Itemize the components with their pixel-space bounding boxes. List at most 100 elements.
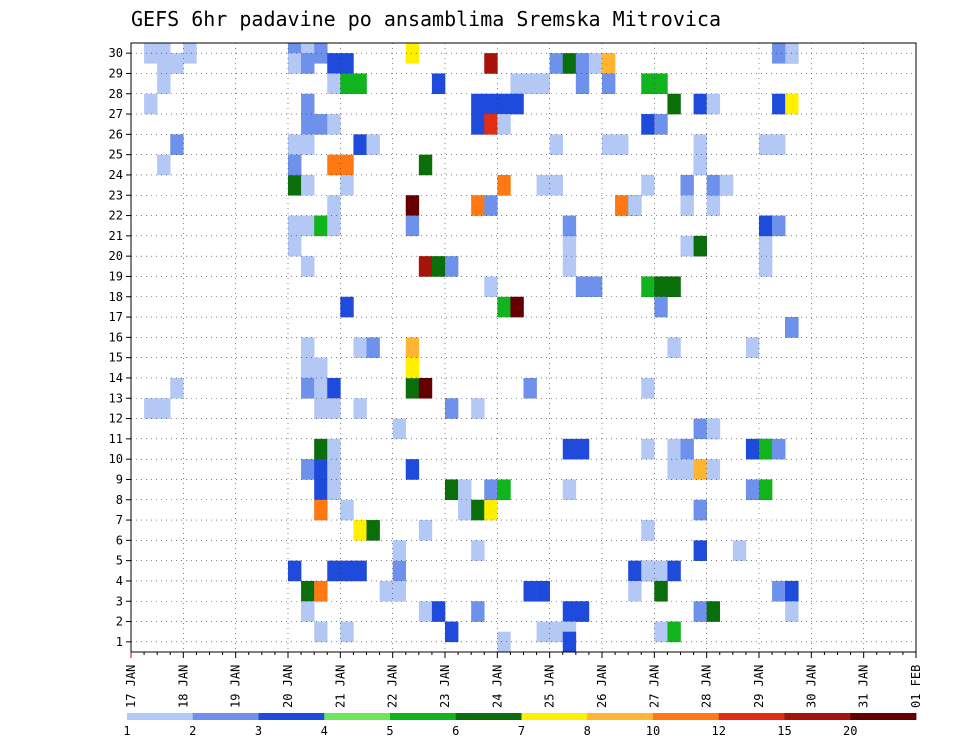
heatmap-cell xyxy=(431,73,446,95)
color-legend: 1 2 3 4 5 6 7 8 10 12 15 20 xyxy=(123,713,917,738)
heatmap-cell xyxy=(745,479,760,501)
heatmap-cell xyxy=(327,398,341,419)
heatmap-cell xyxy=(549,134,564,155)
heatmap-cell xyxy=(340,53,354,74)
heatmap-cell xyxy=(693,601,707,622)
heatmap-cell xyxy=(471,114,485,135)
legend-swatch xyxy=(521,713,588,720)
y-tick-label: 13 xyxy=(109,391,123,405)
heatmap-cell xyxy=(353,520,367,541)
heatmap-cell xyxy=(431,601,446,622)
legend-swatch xyxy=(390,713,457,720)
heatmap-cell xyxy=(562,235,577,257)
heatmap-cell xyxy=(144,398,158,419)
y-tick-label: 7 xyxy=(116,513,123,527)
heatmap-cell xyxy=(301,134,315,155)
heatmap-cell xyxy=(536,73,550,95)
y-tick-label: 29 xyxy=(109,66,123,80)
heatmap-cell xyxy=(327,114,341,135)
legend-swatch xyxy=(587,713,654,720)
heatmap-cell xyxy=(654,296,668,318)
heatmap-cell xyxy=(301,215,315,237)
heatmap-cell xyxy=(327,73,341,95)
heatmap-cell xyxy=(549,53,564,74)
x-tick-label: 21 JAN xyxy=(333,665,347,708)
heatmap-cells xyxy=(144,43,799,653)
heatmap-cell xyxy=(693,235,707,257)
heatmap-cell xyxy=(745,438,760,460)
heatmap-cell xyxy=(706,601,721,622)
heatmap-cell xyxy=(628,580,642,602)
x-tick-label: 25 JAN xyxy=(543,665,557,708)
heatmap-cell xyxy=(170,53,184,74)
heatmap-cell xyxy=(327,377,341,399)
heatmap-cell xyxy=(562,215,577,237)
heatmap-cell xyxy=(418,601,433,622)
heatmap-cell xyxy=(144,43,158,64)
heatmap-cell xyxy=(693,459,707,480)
heatmap-cell xyxy=(732,540,747,561)
heatmap-cell xyxy=(562,631,577,653)
legend-label: 15 xyxy=(777,724,791,738)
heatmap-cell xyxy=(654,560,668,582)
heatmap-cell xyxy=(667,337,681,358)
heatmap-cell xyxy=(575,601,590,622)
heatmap-cell xyxy=(588,276,603,298)
heatmap-cell xyxy=(301,601,315,622)
legend-label: 12 xyxy=(712,724,726,738)
y-axis: 1234567891011121314151617181920212223242… xyxy=(109,46,131,649)
heatmap-cell xyxy=(484,479,498,501)
heatmap-cell xyxy=(144,93,158,115)
heatmap-cell xyxy=(157,53,171,74)
heatmap-cell xyxy=(301,93,315,115)
heatmap-cell xyxy=(562,479,577,501)
heatmap-cell xyxy=(693,418,707,440)
heatmap-cell xyxy=(759,256,773,277)
heatmap-cell xyxy=(575,276,590,298)
heatmap-cell xyxy=(745,337,760,358)
heatmap-cell xyxy=(288,174,302,196)
heatmap-cell xyxy=(314,114,328,135)
heatmap-cell xyxy=(288,235,302,257)
heatmap-cell xyxy=(340,621,354,643)
heatmap-cell xyxy=(680,195,694,216)
heatmap-cell xyxy=(772,93,786,115)
heatmap-cell xyxy=(523,73,537,95)
heatmap-cell xyxy=(484,195,498,216)
y-tick-label: 28 xyxy=(109,87,123,101)
heatmap-cell xyxy=(497,114,511,135)
legend-swatch xyxy=(258,713,325,720)
y-tick-label: 17 xyxy=(109,310,123,324)
heatmap-cell xyxy=(680,459,694,480)
heatmap-cell xyxy=(379,580,393,602)
heatmap-cell xyxy=(405,215,420,237)
heatmap-cell xyxy=(405,357,420,379)
heatmap-cell xyxy=(327,479,341,501)
y-tick-label: 10 xyxy=(109,452,123,466)
heatmap-cell xyxy=(392,540,407,561)
heatmap-cell xyxy=(418,377,433,399)
x-tick-label: 18 JAN xyxy=(176,665,190,708)
heatmap-cell xyxy=(405,459,420,480)
heatmap-cell xyxy=(562,53,577,74)
heatmap-cell xyxy=(301,53,315,74)
legend-label: 10 xyxy=(646,724,660,738)
heatmap-cell xyxy=(693,499,707,521)
heatmap-cell xyxy=(693,134,707,155)
heatmap-cell xyxy=(418,154,433,176)
heatmap-cell xyxy=(667,276,681,298)
chart-title: GEFS 6hr padavine po ansamblima Sremska … xyxy=(131,7,721,31)
heatmap-cell xyxy=(288,134,302,155)
legend-swatch xyxy=(784,713,851,720)
heatmap-cell xyxy=(327,154,341,176)
heatmap-cell xyxy=(680,235,694,257)
heatmap-cell xyxy=(340,73,354,95)
heatmap-cell xyxy=(170,134,184,155)
heatmap-cell xyxy=(353,337,367,358)
heatmap-cell xyxy=(314,377,328,399)
y-tick-label: 4 xyxy=(116,574,123,588)
heatmap-cell xyxy=(445,256,459,277)
legend-label: 2 xyxy=(189,724,196,738)
legend-label: 1 xyxy=(123,724,130,738)
y-tick-label: 5 xyxy=(116,554,123,568)
